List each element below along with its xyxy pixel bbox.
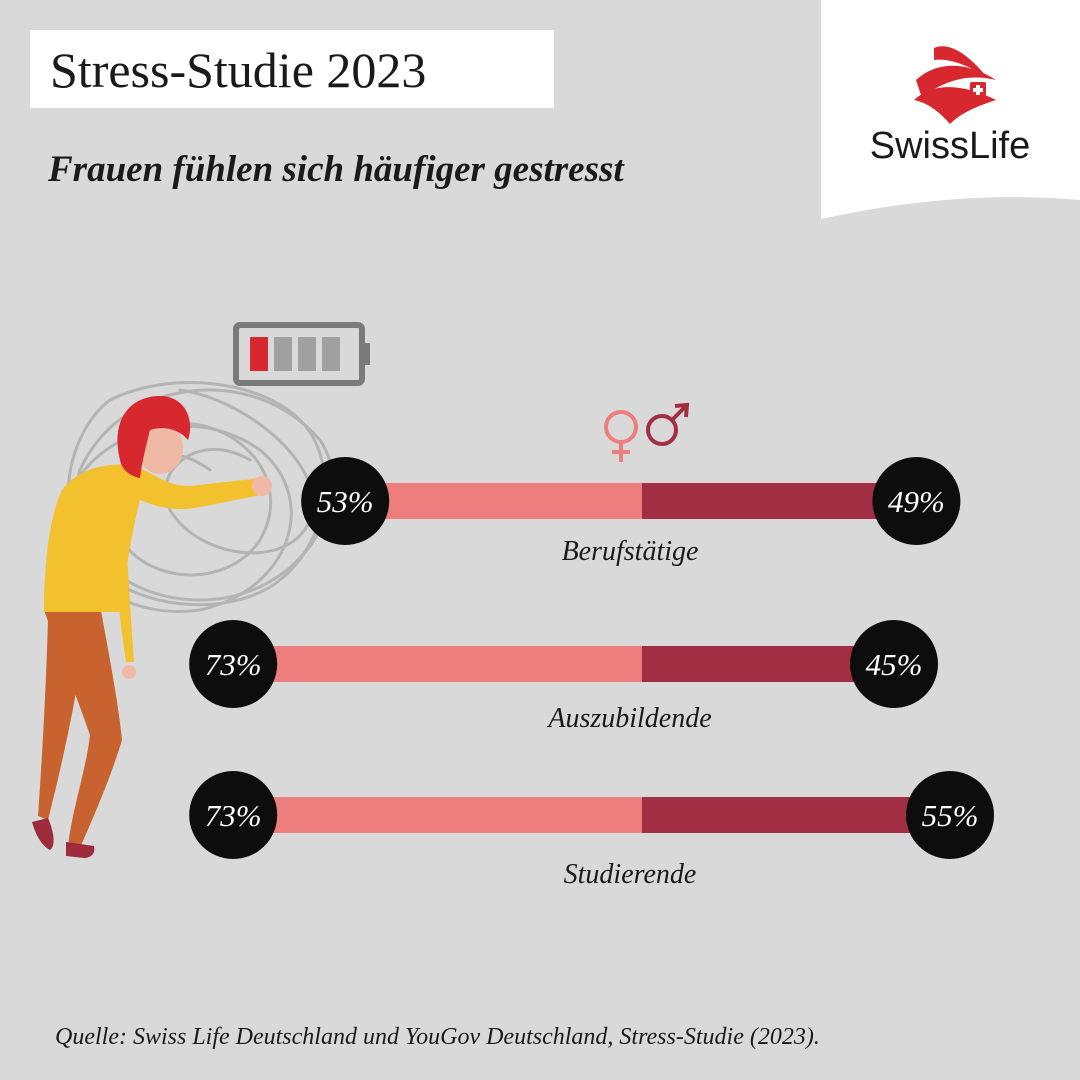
value-label-male-0: 49% <box>888 484 945 519</box>
value-circle-female-1 <box>189 620 278 708</box>
female-symbol-icon <box>604 410 638 462</box>
woman-legs <box>44 605 122 848</box>
value-circle-male-1 <box>850 620 938 708</box>
category-label-berufstaetige: Berufstätige <box>562 536 699 567</box>
value-label-female-1: 73% <box>205 647 262 682</box>
category-label-studierende: Studierende <box>564 859 697 890</box>
logo-swoosh-bottom <box>914 87 996 124</box>
woman-shoe-front <box>66 842 95 858</box>
bar-male-0 <box>642 483 917 519</box>
bar-female-2 <box>233 797 642 833</box>
woman-back-leg <box>38 620 86 820</box>
woman-hand-push <box>252 476 272 496</box>
title-box <box>30 30 554 108</box>
page-title: Stress-Studie 2023 <box>50 42 427 98</box>
male-symbol-icon <box>646 402 690 446</box>
value-circle-female-0 <box>301 457 390 545</box>
source-note: Quelle: Swiss Life Deutschland und YouGo… <box>55 1024 820 1050</box>
value-label-female-2: 73% <box>205 798 262 833</box>
woman-shoe-back <box>32 818 54 850</box>
bar-female-0 <box>345 483 642 519</box>
logo-swoosh-top <box>934 46 986 76</box>
value-circle-male-0 <box>872 457 961 545</box>
stressed-woman-illustration <box>32 396 272 858</box>
logo-swoosh-mid <box>916 65 996 98</box>
woman-arm <box>110 520 134 662</box>
bar-male-2 <box>642 797 950 833</box>
woman-hair <box>117 396 191 478</box>
bar-female-1 <box>233 646 642 682</box>
value-circle-female-2 <box>189 771 278 859</box>
woman-hand <box>122 665 136 679</box>
bars-layer: 53% 49% 73% 45% 73% 55% <box>189 457 994 859</box>
swisslife-logo: SwissLife <box>870 46 1031 167</box>
value-label-female-0: 53% <box>317 484 374 519</box>
value-label-male-2: 55% <box>922 798 979 833</box>
battery-icon <box>233 322 370 386</box>
value-label-male-1: 45% <box>866 647 923 682</box>
logo-cross-icon <box>973 85 983 95</box>
woman-torso <box>44 464 266 612</box>
value-circle-male-2 <box>906 771 994 859</box>
category-label-auszubildende: Auszubildende <box>546 703 711 734</box>
brand-name: SwissLife <box>870 125 1031 167</box>
page-subtitle: Frauen fühlen sich häufiger gestresst <box>48 149 624 190</box>
